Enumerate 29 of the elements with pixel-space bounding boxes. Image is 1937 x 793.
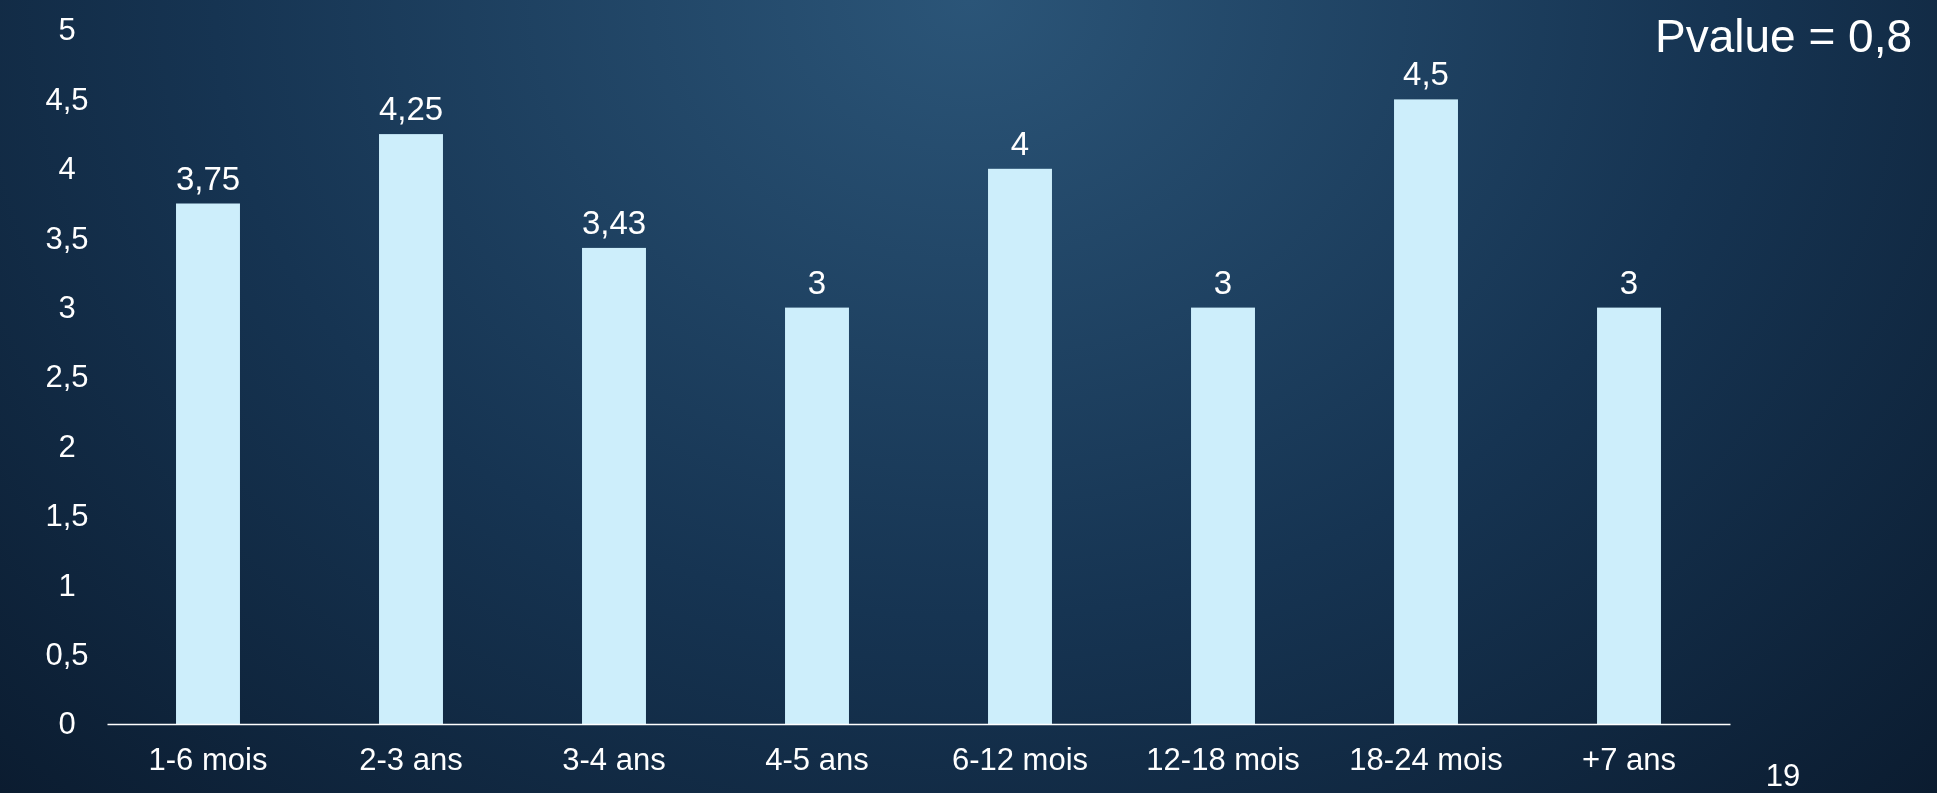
data-label: 3,43 xyxy=(581,203,647,241)
y-tick-label: 1 xyxy=(58,567,76,603)
x-tick-label: 1-6 mois xyxy=(148,742,268,778)
x-tick-label: 18-24 mois xyxy=(1349,742,1503,778)
y-tick-label: 3 xyxy=(58,290,76,326)
y-tick-label: 2 xyxy=(58,428,76,464)
x-tick-label: 4-5 ans xyxy=(765,742,869,778)
y-tick-label: 2,5 xyxy=(45,359,89,395)
data-label: 4,5 xyxy=(1403,55,1449,93)
y-tick-label: 5 xyxy=(58,12,76,48)
data-label: 4 xyxy=(1010,124,1030,162)
x-tick-label: +7 ans xyxy=(1582,742,1676,778)
x-tick-label: 6-12 mois xyxy=(951,742,1089,778)
x-tick-label: 2-3 ans xyxy=(359,742,463,778)
data-label: 3 xyxy=(1213,263,1233,301)
y-tick-label: 4,5 xyxy=(45,81,89,117)
y-tick-label: 0,5 xyxy=(45,637,89,673)
text: 19 xyxy=(1765,758,1801,793)
annotation: Pvalue = 0,8 xyxy=(1654,10,1912,62)
y-tick-label: 0 xyxy=(58,706,76,742)
data-label: 3 xyxy=(807,263,827,301)
y-tick-label: 4 xyxy=(58,151,76,187)
data-label: 3 xyxy=(1619,263,1639,301)
y-tick-label: 1,5 xyxy=(45,498,89,534)
data-label: 3,75 xyxy=(175,159,241,197)
y-tick-label: 3,5 xyxy=(45,220,89,256)
data-label: 4,25 xyxy=(378,90,444,128)
x-tick-label: 3-4 ans xyxy=(562,742,666,778)
x-tick-label: 12-18 mois xyxy=(1146,742,1300,778)
